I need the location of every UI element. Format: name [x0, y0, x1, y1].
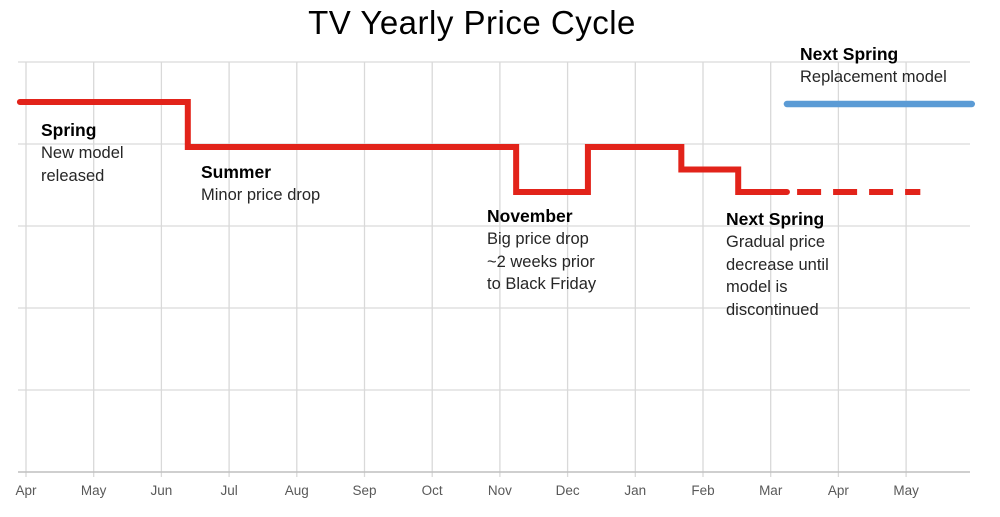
annotation-spring: Spring New model released	[41, 118, 124, 187]
x-axis-label-nov-7: Nov	[487, 483, 512, 498]
price-line-current	[16, 99, 790, 195]
x-axis-label-apr-0: Apr	[15, 483, 37, 498]
annotation-november: November Big price drop ~2 weeks prior t…	[487, 204, 596, 296]
x-axis-label-may-1: May	[80, 483, 107, 498]
x-axis-label-apr-12: Apr	[827, 483, 849, 498]
annotation-next-spring-replacement-title: Next Spring	[800, 44, 899, 64]
annotation-next-spring-replacement: Next Spring Replacement model	[800, 42, 947, 89]
annotation-summer-body: Minor price drop	[201, 186, 321, 204]
x-axis-label-may-13: May	[893, 483, 919, 498]
x-axis-label-jan-9: Jan	[624, 483, 647, 498]
annotation-november-title: November	[487, 206, 573, 226]
annotation-summer-title: Summer	[201, 162, 272, 182]
chart-title: TV Yearly Price Cycle	[308, 4, 636, 41]
x-axis-label-mar-11: Mar	[759, 483, 783, 498]
annotation-spring-title: Spring	[41, 120, 97, 140]
annotation-next-spring-replacement-body: Replacement model	[800, 68, 947, 86]
x-axis-label-jun-2: Jun	[150, 483, 173, 498]
x-axis-label-aug-4: Aug	[284, 483, 309, 498]
x-axis-label-feb-10: Feb	[691, 483, 715, 498]
annotation-summer: Summer Minor price drop	[201, 160, 320, 207]
annotation-next-spring-decline-body: Gradual price decrease until model is di…	[726, 233, 829, 319]
x-axis-label-sep-5: Sep	[352, 483, 377, 498]
x-axis-label-jul-3: Jul	[220, 483, 238, 498]
annotation-next-spring-decline: Next Spring Gradual price decrease until…	[726, 207, 829, 321]
x-axis-label-dec-8: Dec	[555, 483, 580, 498]
x-axis-label-oct-6: Oct	[421, 483, 443, 498]
annotation-spring-body: New model released	[41, 144, 124, 185]
annotation-november-body: Big price drop ~2 weeks prior to Black F…	[487, 230, 597, 293]
annotation-next-spring-decline-title: Next Spring	[726, 209, 825, 229]
